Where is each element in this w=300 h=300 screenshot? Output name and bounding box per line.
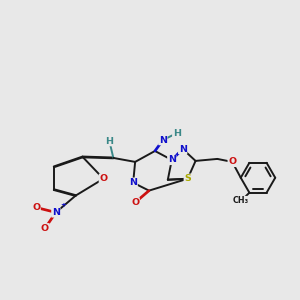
Text: +: + xyxy=(61,202,67,208)
Text: N: N xyxy=(179,145,187,154)
Text: S: S xyxy=(184,174,191,183)
Text: CH₃: CH₃ xyxy=(233,196,249,206)
Text: N: N xyxy=(168,155,176,164)
Text: H: H xyxy=(105,136,113,146)
Text: O: O xyxy=(32,203,40,212)
Text: O: O xyxy=(131,198,139,207)
Text: H: H xyxy=(173,129,181,138)
Text: O: O xyxy=(41,224,49,233)
Text: N: N xyxy=(159,136,167,145)
Text: O: O xyxy=(228,158,236,166)
Text: N: N xyxy=(129,178,137,187)
Text: N: N xyxy=(52,208,60,217)
Text: O: O xyxy=(99,174,107,183)
